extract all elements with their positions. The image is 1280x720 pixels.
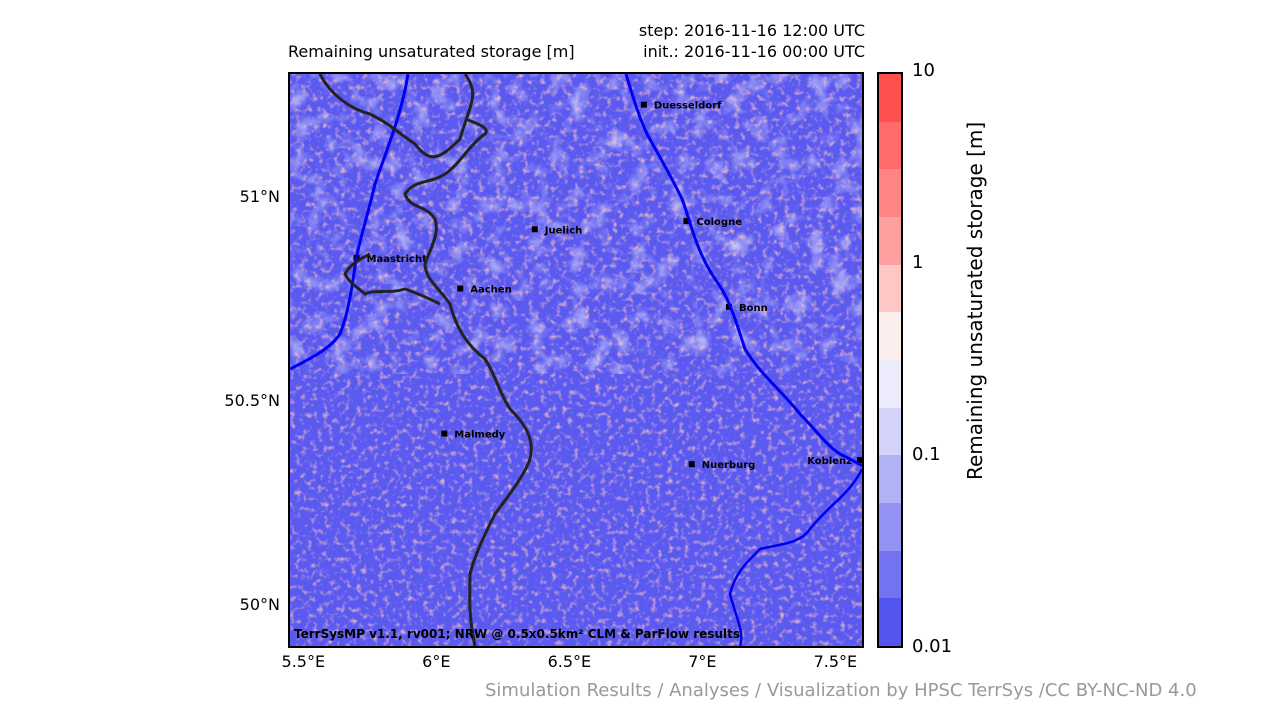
national-border <box>318 74 533 646</box>
river-maas <box>290 74 410 371</box>
city-label: Duesseldorf <box>654 101 722 112</box>
colorbar-band <box>879 264 901 313</box>
colorbar-band <box>879 550 901 599</box>
river-mosel <box>728 468 862 646</box>
lat-tick-label: 50.5°N <box>224 390 280 410</box>
colorbar-band <box>879 216 901 265</box>
city-marker <box>457 285 464 292</box>
map-title: Remaining unsaturated storage [m] <box>288 42 575 61</box>
city-marker <box>857 457 862 464</box>
lon-tick-label: 6.5°E <box>547 652 592 671</box>
colorbar-band <box>879 455 901 503</box>
colorbar-label: Remaining unsaturated storage [m] <box>963 121 987 480</box>
colorbar-tick-label: 1 <box>912 251 924 273</box>
colorbar-band <box>879 74 901 122</box>
city-label: Malmedy <box>454 430 505 441</box>
lat-tick-label: 51°N <box>239 186 280 206</box>
colorbar-band <box>879 169 901 217</box>
model-credit: TerrSysMP v1.1, rv001; NRW @ 0.5x0.5km² … <box>294 627 740 641</box>
colorbar-band <box>879 312 901 360</box>
lon-tick-label: 7.5°E <box>813 652 858 671</box>
lon-tick-label: 5.5°E <box>281 652 326 671</box>
lon-tick-label: 7°E <box>688 652 717 671</box>
city-label: Maastricht <box>367 254 428 265</box>
city-label: Koblenz <box>807 456 852 467</box>
city-marker <box>688 461 695 468</box>
colorbar-tick-label: 0.01 <box>912 636 953 657</box>
lon-tick-label: 6°E <box>422 652 451 671</box>
city-label: Juelich <box>544 225 583 236</box>
colorbar-tick-label: 10 <box>912 60 935 81</box>
step-time: step: 2016-11-16 12:00 UTC <box>638 21 865 40</box>
city-marker <box>683 218 690 225</box>
footer-credit: Simulation Results / Analyses / Visualiz… <box>485 680 1197 701</box>
city-marker <box>640 101 647 108</box>
city-marker <box>531 226 538 233</box>
colorbar-band <box>879 598 901 646</box>
map-panel: Duesseldorf Cologne Juelich Maastricht Aache… <box>288 72 864 648</box>
colorbar-band <box>879 407 901 456</box>
city-label: Nuerburg <box>702 460 756 471</box>
init-time: init.: 2016-11-16 00:00 UTC <box>643 42 865 61</box>
colorbar-band <box>879 502 901 551</box>
city-label: Cologne <box>696 217 742 228</box>
lat-tick-label: 50°N <box>239 595 280 615</box>
colorbar-tick-label: 0.1 <box>912 444 941 466</box>
city-label: Aachen <box>470 285 511 296</box>
storage-field-high <box>290 74 862 646</box>
river-rhine <box>624 74 862 468</box>
city-marker <box>441 430 448 437</box>
colorbar-band <box>879 359 901 408</box>
map-canvas: Duesseldorf Cologne Juelich Maastricht Aache… <box>290 74 862 646</box>
colorbar-band <box>879 121 901 170</box>
colorbar <box>877 72 903 648</box>
city-label: Bonn <box>739 303 768 314</box>
